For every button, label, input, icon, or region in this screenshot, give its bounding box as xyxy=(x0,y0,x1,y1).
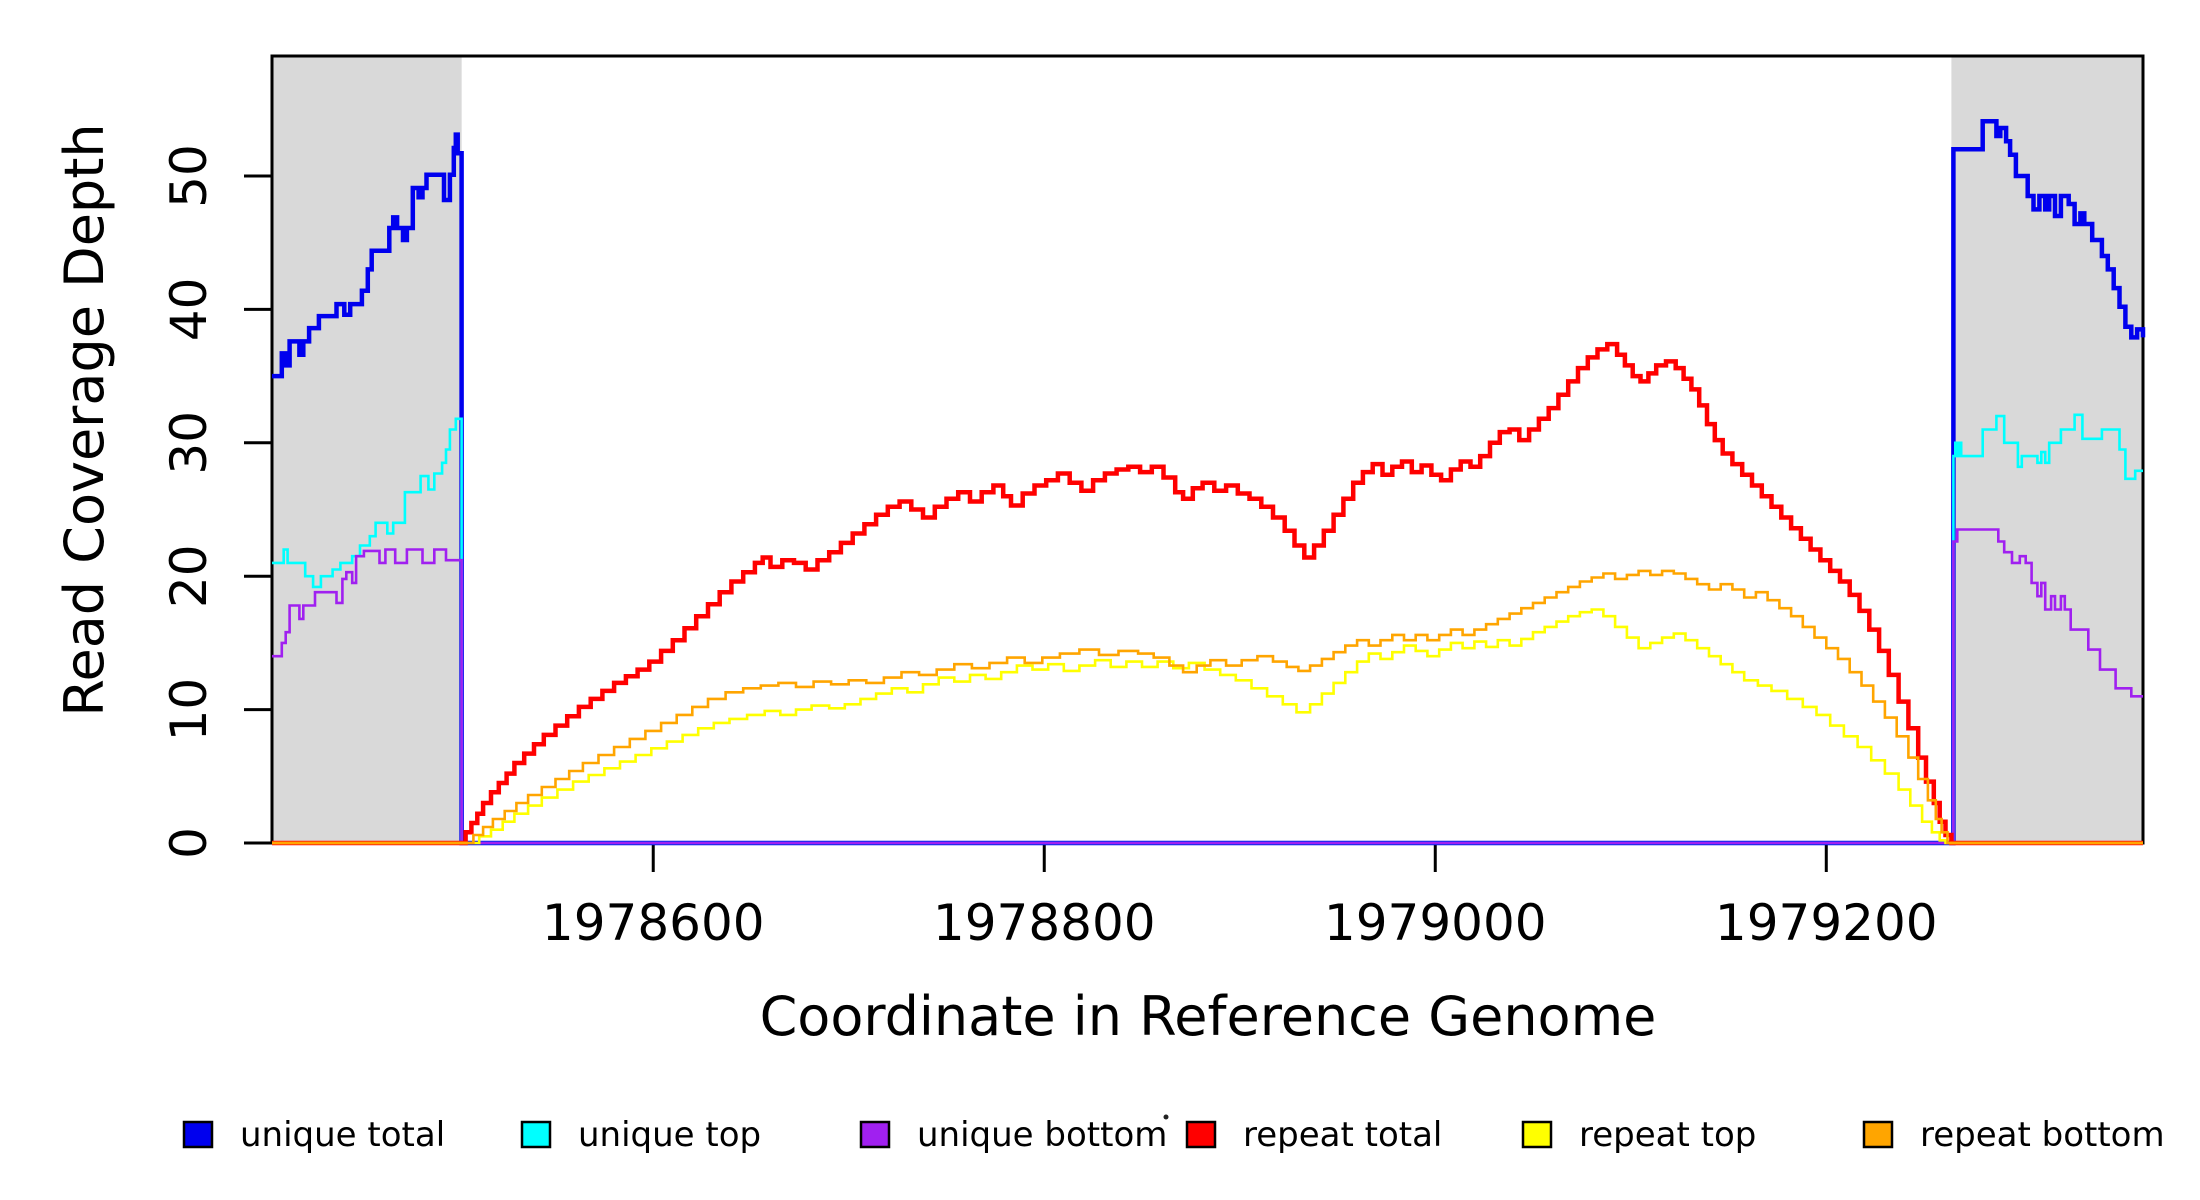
legend-item-repeat-bottom: repeat bottom xyxy=(1862,1115,2165,1155)
legend-item-unique-bottom: unique bottom xyxy=(859,1115,1167,1155)
y-tick-label: 20 xyxy=(160,544,218,608)
y-tick-label: 50 xyxy=(160,144,218,208)
legend-swatch-repeat-bottom xyxy=(1862,1120,1894,1149)
legend-swatch-unique-top xyxy=(520,1120,552,1149)
legend-swatch-unique-total xyxy=(182,1120,214,1149)
plot-box xyxy=(270,54,2145,845)
shaded-region-left-flank xyxy=(272,56,462,843)
legend-item-unique-total: unique total xyxy=(182,1115,445,1155)
legend-swatch-unique-bottom xyxy=(859,1120,891,1149)
y-axis-title: Read Coverage Depth xyxy=(53,123,116,716)
x-axis-title: Coordinate in Reference Genome xyxy=(760,985,1657,1048)
x-tick-label: 1978800 xyxy=(933,894,1156,952)
y-tick-label: 30 xyxy=(160,411,218,475)
legend-item-repeat-total: repeat total xyxy=(1185,1115,1442,1155)
series-line-repeat-top xyxy=(272,608,2143,845)
x-tick-label: 1979000 xyxy=(1324,894,1547,952)
legend-label: repeat bottom xyxy=(1920,1115,2165,1155)
legend-item-unique-top: unique top xyxy=(520,1115,761,1155)
legend-label: unique bottom xyxy=(917,1115,1167,1155)
legend-item-repeat-top: repeat top xyxy=(1521,1115,1756,1155)
legend-label: unique total xyxy=(240,1115,445,1155)
legend-label: repeat total xyxy=(1243,1115,1442,1155)
legend-swatch-repeat-top xyxy=(1521,1120,1553,1149)
x-tick-label: 1979200 xyxy=(1715,894,1938,952)
series-line-unique-top xyxy=(272,413,2143,845)
axis-ticks-layer: 1978600 1978800 1979000 1979200 0 10 20 30 40 50 xyxy=(160,144,1938,952)
plot-box-layer xyxy=(270,54,2145,845)
series-line-repeat-bottom xyxy=(272,569,2143,845)
legend-label: unique top xyxy=(578,1115,761,1155)
data-series-layer xyxy=(272,119,2146,846)
legend-label: repeat top xyxy=(1579,1115,1756,1155)
shaded-region-right-flank xyxy=(1951,56,2143,843)
shaded-regions-layer xyxy=(272,56,2143,843)
x-tick-label: 1978600 xyxy=(542,894,765,952)
series-line-repeat-total xyxy=(272,341,2143,846)
y-tick-label: 40 xyxy=(160,278,218,342)
legend-swatch-repeat-total xyxy=(1185,1120,1217,1149)
legend-layer: unique total unique top unique bottom repea… xyxy=(182,1114,2165,1155)
y-tick-label: 0 xyxy=(160,827,218,859)
stray-mark xyxy=(1163,1114,1169,1120)
y-tick-label: 10 xyxy=(160,678,218,742)
